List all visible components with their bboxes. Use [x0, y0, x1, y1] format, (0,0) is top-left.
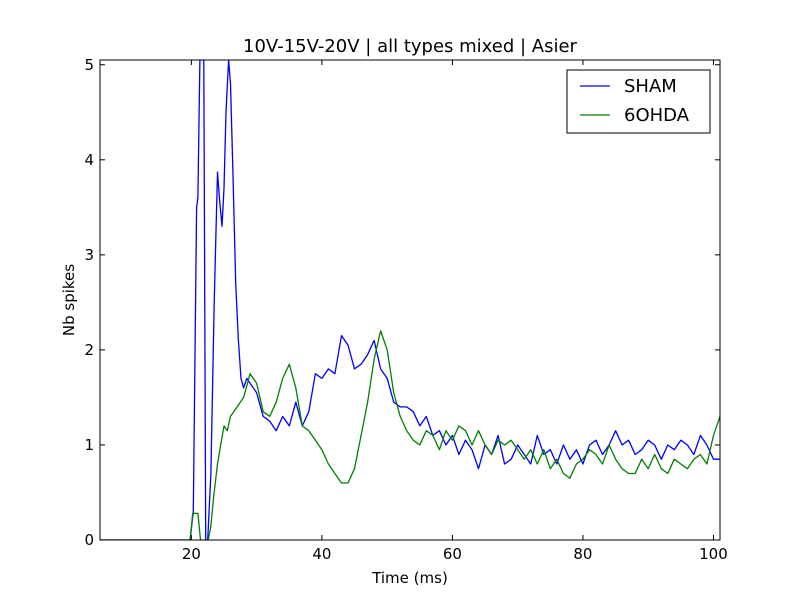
- chart-title: 10V-15V-20V | all types mixed | Asier: [243, 36, 578, 57]
- axes-layer: 20 40 60 80 100 0 1 2 3 4 5: [84, 56, 727, 563]
- legend-label-sham: SHAM: [624, 76, 677, 97]
- legend-box: [566, 69, 711, 134]
- y-tick-label: 0: [84, 531, 94, 549]
- x-tick-label: 80: [573, 545, 592, 563]
- y-tick-label: 1: [84, 436, 94, 454]
- x-tick-label: 20: [182, 545, 201, 563]
- x-axis-title: Time (ms): [371, 569, 448, 587]
- series-line-sham: [100, 60, 720, 540]
- legend: SHAM 6OHDA: [566, 69, 711, 134]
- series-line-6ohda: [100, 330, 720, 540]
- y-axis-title: Nb spikes: [60, 264, 78, 336]
- plot-frame: [99, 59, 721, 541]
- series-layer: [100, 60, 720, 540]
- y-tick-label: 2: [84, 341, 94, 359]
- x-tick-label: 100: [699, 545, 728, 563]
- x-tick-label: 40: [312, 545, 331, 563]
- x-tick-label: 60: [443, 545, 462, 563]
- y-tick-label: 5: [84, 56, 94, 74]
- legend-label-6ohda: 6OHDA: [624, 105, 690, 126]
- y-tick-label: 4: [84, 151, 94, 169]
- y-tick-label: 3: [84, 246, 94, 264]
